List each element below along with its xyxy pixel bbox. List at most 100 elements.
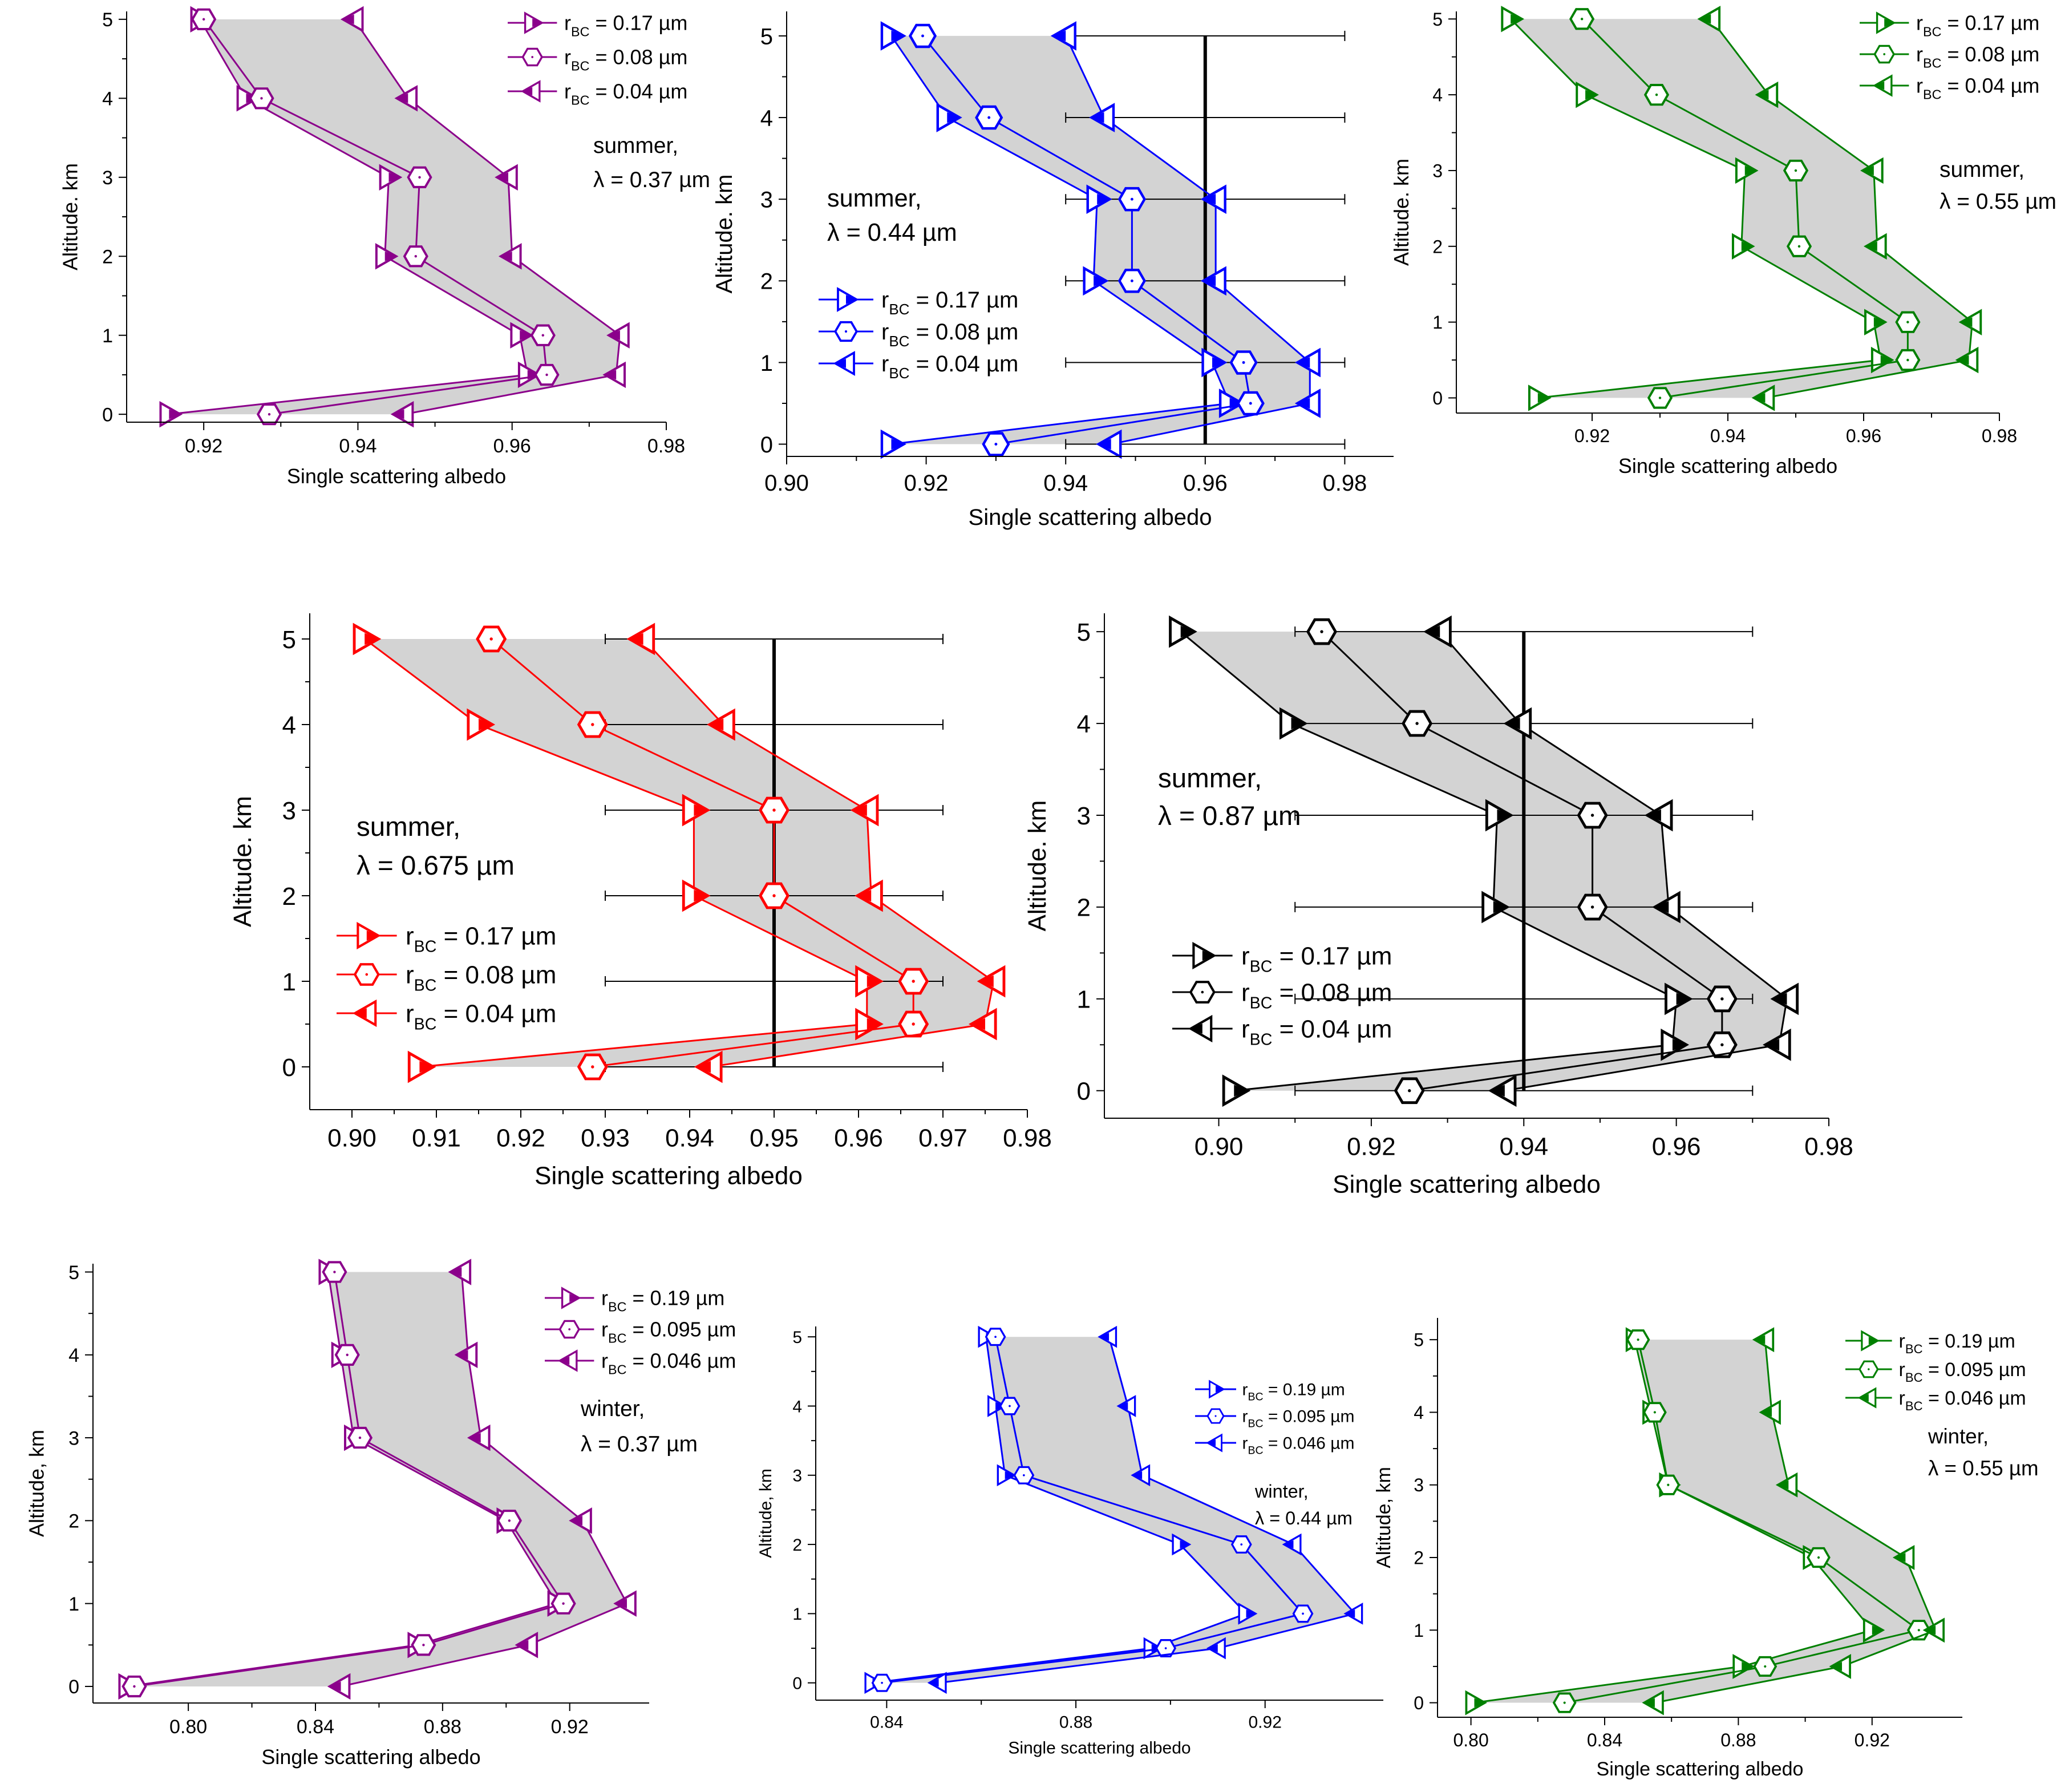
shaded-envelope	[1180, 632, 1787, 1091]
series-3-point-fill	[971, 1018, 985, 1030]
y-tick-label: 3	[68, 1427, 79, 1449]
annotation-wavelength: λ = 0.37 µm	[593, 168, 710, 192]
series-3-point-fill	[1297, 357, 1310, 368]
series-1-point-fill	[1097, 193, 1110, 205]
annotation-season: summer,	[1158, 763, 1262, 794]
x-axis-label: Single scattering albedo	[261, 1745, 480, 1769]
y-tick-label: 0	[1432, 388, 1443, 408]
series-2-point-dot	[1240, 1543, 1243, 1546]
y-tick-label: 4	[68, 1345, 79, 1366]
x-axis-label: Single scattering albedo	[1618, 454, 1837, 478]
legend-marker-dot	[1214, 1415, 1217, 1417]
x-tick-label: 0.88	[424, 1716, 461, 1738]
series-3-point-fill	[1203, 275, 1216, 286]
y-tick-label: 3	[760, 188, 773, 213]
legend-label: rBC = 0.17 µm	[1916, 11, 2039, 39]
series-3-point-fill	[342, 14, 354, 25]
y-tick-label: 3	[1414, 1475, 1424, 1495]
shaded-envelope	[872, 1337, 1355, 1683]
annotation-season: winter,	[1254, 1481, 1309, 1502]
x-tick-label: 0.94	[1043, 471, 1088, 496]
series-1-point-fill	[1741, 241, 1753, 252]
series-1-point-fill	[1094, 275, 1107, 286]
series-2-point-dot	[1408, 1089, 1411, 1093]
x-axis-label: Single scattering albedo	[1008, 1739, 1191, 1758]
chart-summer-037: 0.92 0.94 0.96 0.98 0 1 2 3 4 5 Single scattering …	[59, 6, 710, 488]
series-2-point-dot	[1797, 245, 1801, 248]
y-tick-label: 1	[1432, 312, 1443, 333]
annotation-season: summer,	[1940, 157, 2025, 182]
series-3-point-fill	[1925, 1625, 1936, 1635]
series-3-point-fill	[857, 889, 872, 902]
x-tick-label: 0.92	[496, 1124, 545, 1152]
series-1-point-fill	[1742, 1661, 1752, 1671]
legend-marker-fill	[1216, 1385, 1224, 1393]
annotation-wavelength: λ = 0.44 µm	[827, 219, 957, 246]
series-3-point-fill	[605, 370, 617, 380]
x-tick-label: 0.94	[339, 435, 376, 457]
series-2-point-dot	[133, 1685, 136, 1688]
y-tick-label: 5	[792, 1328, 802, 1347]
series-3-point-fill	[1773, 993, 1787, 1005]
legend-subscript: BC	[571, 92, 590, 107]
y-tick-label: 1	[760, 351, 773, 376]
legend-marker-fill	[569, 1293, 580, 1302]
series-3-point-fill	[979, 975, 994, 988]
series-2-point-dot	[1009, 1405, 1011, 1407]
series-3-point-fill	[1961, 317, 1973, 327]
legend-subscript: BC	[414, 938, 437, 956]
series-1-point-fill	[1873, 317, 1885, 327]
series-2-point-dot	[422, 1644, 425, 1647]
x-tick-label: 0.94	[1710, 426, 1746, 446]
legend-marker-fill	[1191, 1024, 1202, 1034]
legend-label: rBC = 0.08 µm	[1916, 43, 2039, 71]
series-2-point-dot	[268, 412, 271, 416]
series-1-point-fill	[1511, 14, 1522, 24]
legend-marker-dot	[531, 56, 534, 58]
legend-marker-fill	[1874, 81, 1885, 90]
series-2-point-dot	[508, 1519, 511, 1522]
annotation-wavelength: λ = 0.675 µm	[357, 851, 515, 881]
y-tick-label: 4	[1077, 710, 1091, 738]
x-tick-label: 0.98	[1804, 1133, 1853, 1161]
chart-summer-087: 0.90 0.92 0.94 0.96 0.98 0 1 2 3 4 5 Single scatter…	[1023, 613, 1853, 1199]
legend-value: = 0.046 µm	[1264, 1434, 1355, 1453]
y-tick-label: 4	[1414, 1402, 1424, 1423]
series-3-point-fill	[1208, 1644, 1218, 1653]
legend-value: = 0.08 µm	[1942, 43, 2040, 66]
series-3-point-fill	[1655, 901, 1669, 913]
series-2-point-dot	[591, 723, 594, 726]
x-axis-label: Single scattering albedo	[1597, 1758, 1804, 1780]
legend-label: rBC = 0.19 µm	[1899, 1330, 2015, 1356]
y-tick-label: 0	[1077, 1078, 1091, 1106]
series-3-point-fill	[1132, 1471, 1143, 1479]
series-3-point-fill	[929, 1678, 939, 1687]
annotation-season: summer,	[827, 185, 922, 212]
legend-value: = 0.04 µm	[590, 80, 688, 103]
y-tick-label: 5	[1077, 618, 1091, 646]
legend-marker-dot	[365, 973, 369, 976]
legend-subscript: BC	[414, 1016, 437, 1034]
series-1-point-fill	[169, 409, 181, 419]
x-tick-label: 0.90	[1195, 1133, 1244, 1161]
y-tick-label: 0	[1414, 1693, 1424, 1713]
series-1-point-fill	[1180, 1540, 1189, 1549]
chart-summer-055: 0.92 0.94 0.96 0.98 0 1 2 3 4 5 Single scattering …	[1390, 6, 2056, 478]
series-1-point-fill	[1234, 1085, 1248, 1097]
series-1-point-fill	[1537, 393, 1549, 403]
series-2-point-dot	[562, 1602, 565, 1605]
series-2-point-dot	[1637, 1338, 1639, 1341]
shaded-envelope	[1474, 1340, 1936, 1703]
series-1-point-fill	[479, 718, 493, 731]
legend-label: rBC = 0.04 µm	[1241, 1015, 1392, 1049]
y-tick-label: 1	[792, 1605, 802, 1624]
legend-value: = 0.17 µm	[590, 11, 688, 35]
legend-subscript: BC	[1248, 1391, 1264, 1403]
x-tick-label: 0.90	[327, 1124, 376, 1152]
series-3-point-fill	[571, 1515, 582, 1526]
legend-marker-fill	[366, 931, 379, 941]
series-3-point-fill	[616, 1599, 627, 1609]
series-1-point-fill	[1005, 1471, 1015, 1479]
legend-subscript: BC	[414, 977, 437, 995]
series-2-point-dot	[260, 97, 263, 100]
